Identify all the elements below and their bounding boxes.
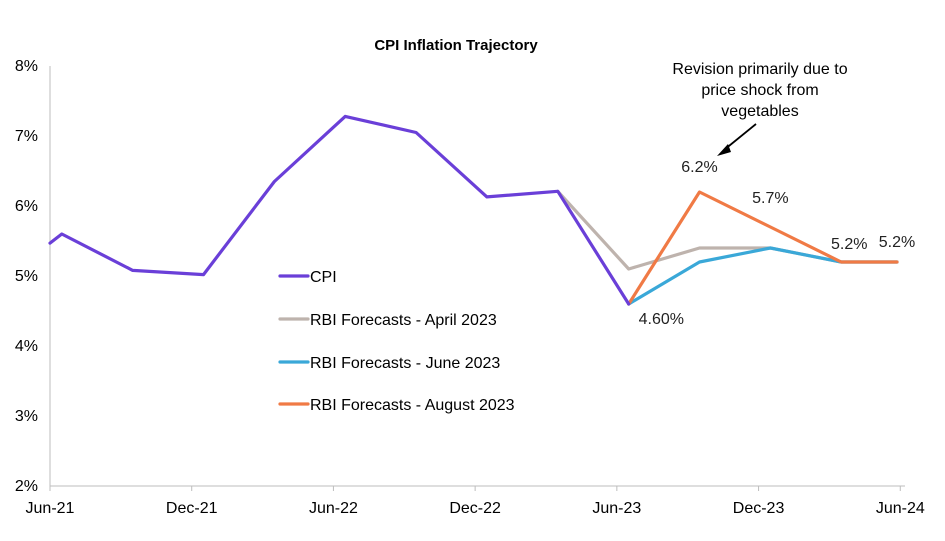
data-label: 5.2% <box>879 234 915 251</box>
series-layer <box>48 114 899 306</box>
series-line <box>48 114 631 306</box>
y-tick-label: 5% <box>15 268 38 285</box>
x-tick-label: Dec-23 <box>733 500 785 517</box>
axes: 2% 3% 4% 5% 6% 7% 8% Jun-21 Dec-21 Jun-22 Dec-22 Ju… <box>15 58 925 517</box>
x-tick-label: Jun-24 <box>876 500 925 517</box>
y-tick-label: 4% <box>15 338 38 355</box>
annotation-text: Revision primarily due to <box>672 61 847 78</box>
series-line <box>627 190 899 306</box>
legend-label: RBI Forecasts - August 2023 <box>310 397 515 414</box>
y-tick-label: 6% <box>15 198 38 215</box>
data-labels: 4.60% 6.2% 5.7% 5.2% 5.2% <box>639 159 916 328</box>
x-tick-label: Jun-23 <box>592 500 641 517</box>
y-tick-label: 3% <box>15 408 38 425</box>
legend-label: CPI <box>310 269 337 286</box>
chart-title: CPI Inflation Trajectory <box>374 37 538 54</box>
x-tick-label: Dec-22 <box>449 500 501 517</box>
legend: CPI RBI Forecasts - April 2023 RBI Forecas… <box>278 269 515 414</box>
x-tick-label: Jun-22 <box>309 500 358 517</box>
data-label: 5.7% <box>752 190 788 207</box>
annotation-text: price shock from <box>701 82 818 99</box>
x-tick-label: Dec-21 <box>166 500 218 517</box>
y-tick-label: 7% <box>15 128 38 145</box>
x-tick-label: Jun-21 <box>26 500 75 517</box>
y-tick-label: 2% <box>15 478 38 495</box>
data-label: 6.2% <box>681 159 717 176</box>
data-label: 4.60% <box>639 311 684 328</box>
y-tick-label: 8% <box>15 58 38 75</box>
annotation-arrow-shaft <box>723 123 757 151</box>
annotation: Revision primarily due to price shock fro… <box>672 61 848 156</box>
annotation-text: vegetables <box>721 103 798 120</box>
legend-label: RBI Forecasts - June 2023 <box>310 355 500 372</box>
annotation-arrow-head <box>717 144 731 156</box>
legend-label: RBI Forecasts - April 2023 <box>310 312 497 329</box>
data-label: 5.2% <box>831 236 867 253</box>
